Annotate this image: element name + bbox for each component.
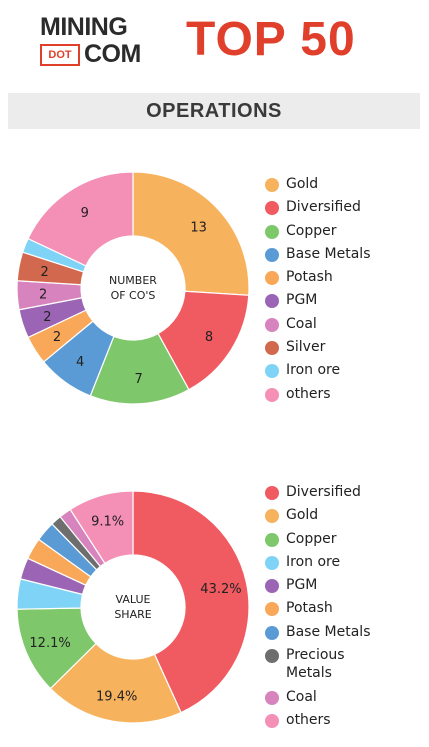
legend-item-copper: Copper xyxy=(265,530,416,553)
legend-swatch-gold xyxy=(265,178,279,192)
legend-swatch-iron-ore xyxy=(265,364,279,379)
legend-swatch-gold xyxy=(265,509,279,524)
legend-label-potash: Potash xyxy=(286,600,333,617)
legend-label-copper: Copper xyxy=(286,222,337,239)
slice-label-pgm: 2 xyxy=(43,310,51,325)
legend-swatch-others xyxy=(265,387,279,402)
legend-swatch-diversified xyxy=(265,201,279,216)
logo-mining-text: MINING xyxy=(40,13,128,41)
legend-label-gold: Gold xyxy=(286,507,319,524)
legend-label-others: others xyxy=(286,385,331,402)
legend-item-pgm: PGM xyxy=(265,291,416,314)
legend-label-base-metals: Base Metals xyxy=(286,245,371,262)
legend-item-diversified: Diversified xyxy=(265,198,416,221)
legend-swatch-pgm xyxy=(265,579,279,594)
legend-label-gold: Gold xyxy=(286,176,319,192)
slice-label-copper: 7 xyxy=(135,372,143,387)
legend-label-coal: Coal xyxy=(286,689,317,706)
legend-swatch-potash xyxy=(265,602,279,617)
slice-label-gold: 13 xyxy=(190,220,207,235)
legend-label-base-metals: Base Metals xyxy=(286,623,371,640)
slice-diversified xyxy=(132,490,250,714)
slice-label-gold: 19.4% xyxy=(96,690,137,705)
legend-swatch-silver xyxy=(265,341,279,356)
legend-swatch-copper xyxy=(265,224,279,239)
value-share-legend: Diversified Gold Copper Iron ore PGM Potash Ba… xyxy=(265,483,416,735)
slice-label-copper: 12.1% xyxy=(29,636,70,651)
legend-item-iron-ore: Iron ore xyxy=(265,553,416,576)
legend-label-others: others xyxy=(286,712,331,729)
legend-item-base-metals: Base Metals xyxy=(265,623,416,646)
legend-item-coal: Coal xyxy=(265,315,416,338)
legend-item-others: others xyxy=(265,385,416,408)
legend-swatch-diversified xyxy=(265,486,279,500)
slice-label-others: 9 xyxy=(81,206,89,221)
logo-com-text: COM xyxy=(84,40,141,68)
legend-label-copper: Copper xyxy=(286,530,337,547)
legend-item-potash: Potash xyxy=(265,268,416,291)
legend-item-diversified: Diversified xyxy=(265,483,416,506)
legend-label-pgm: PGM xyxy=(286,292,318,309)
legend-item-coal: Coal xyxy=(265,688,416,711)
legend-item-pgm: PGM xyxy=(265,576,416,599)
legend-label-potash: Potash xyxy=(286,269,333,286)
slice-label-base-metals: 4 xyxy=(76,355,84,370)
legend-swatch-coal xyxy=(265,317,279,332)
slice-others xyxy=(69,490,134,565)
legend-swatch-copper xyxy=(265,532,279,547)
logo-dot-box: DOT xyxy=(40,44,80,66)
legend-item-others: others xyxy=(265,711,416,734)
legend-item-potash: Potash xyxy=(265,599,416,622)
legend-label-precious-metals: Precious Metals xyxy=(286,647,345,682)
legend-swatch-precious-metals xyxy=(265,649,279,664)
slice-label-diversified: 43.2% xyxy=(200,582,241,597)
legend-label-iron-ore: Iron ore xyxy=(286,553,341,570)
slice-label-diversified: 8 xyxy=(205,330,213,345)
legend-swatch-base-metals xyxy=(265,247,279,262)
legend-label-diversified: Diversified xyxy=(286,199,361,216)
legend-label-coal: Coal xyxy=(286,315,317,332)
legend-item-silver: Silver xyxy=(265,338,416,361)
legend-swatch-base-metals xyxy=(265,625,279,640)
header: MINING DOT COM TOP 50 xyxy=(0,0,429,80)
center-label-line-1: NUMBER xyxy=(109,274,157,287)
section-header: OPERATIONS xyxy=(8,93,420,129)
section-title: OPERATIONS xyxy=(146,100,282,122)
slice-label-others: 9.1% xyxy=(91,515,124,530)
legend-label-pgm: PGM xyxy=(286,577,318,594)
center-label-line-2: SHARE xyxy=(114,608,151,621)
slice-others xyxy=(27,171,134,267)
slice-gold xyxy=(49,642,182,724)
legend-item-precious-metals: Precious Metals xyxy=(265,646,416,688)
top-50-title: TOP 50 xyxy=(186,13,356,66)
legend-item-gold: Gold xyxy=(265,175,416,198)
slice-gold xyxy=(132,171,250,296)
value-share-donut-chart: 43.2% 19.4% 12.1% 9.1% VALUE SHARE xyxy=(16,490,250,724)
legend-swatch-pgm xyxy=(265,294,279,309)
slice-label-potash: 2 xyxy=(53,330,61,345)
legend-item-iron-ore: Iron ore xyxy=(265,361,416,384)
legend-item-gold: Gold xyxy=(265,506,416,529)
legend-label-diversified: Diversified xyxy=(286,484,361,500)
mining-dot-com-logo[interactable]: MINING DOT COM xyxy=(40,14,170,70)
center-label-line-2: OF CO'S xyxy=(111,289,156,302)
number-of-companies-legend: Gold Diversified Copper Base Metals Potash PG… xyxy=(265,175,416,408)
legend-swatch-others xyxy=(265,714,279,729)
slice-label-silver: 2 xyxy=(40,265,48,280)
legend-swatch-potash xyxy=(265,271,279,286)
legend-item-base-metals: Base Metals xyxy=(265,245,416,268)
legend-swatch-coal xyxy=(265,691,279,706)
slice-label-coal: 2 xyxy=(39,288,47,303)
center-label-line-1: VALUE xyxy=(116,593,151,606)
legend-swatch-iron-ore xyxy=(265,555,279,570)
legend-label-iron-ore: Iron ore xyxy=(286,362,341,379)
legend-label-silver: Silver xyxy=(286,339,326,356)
legend-item-copper: Copper xyxy=(265,222,416,245)
